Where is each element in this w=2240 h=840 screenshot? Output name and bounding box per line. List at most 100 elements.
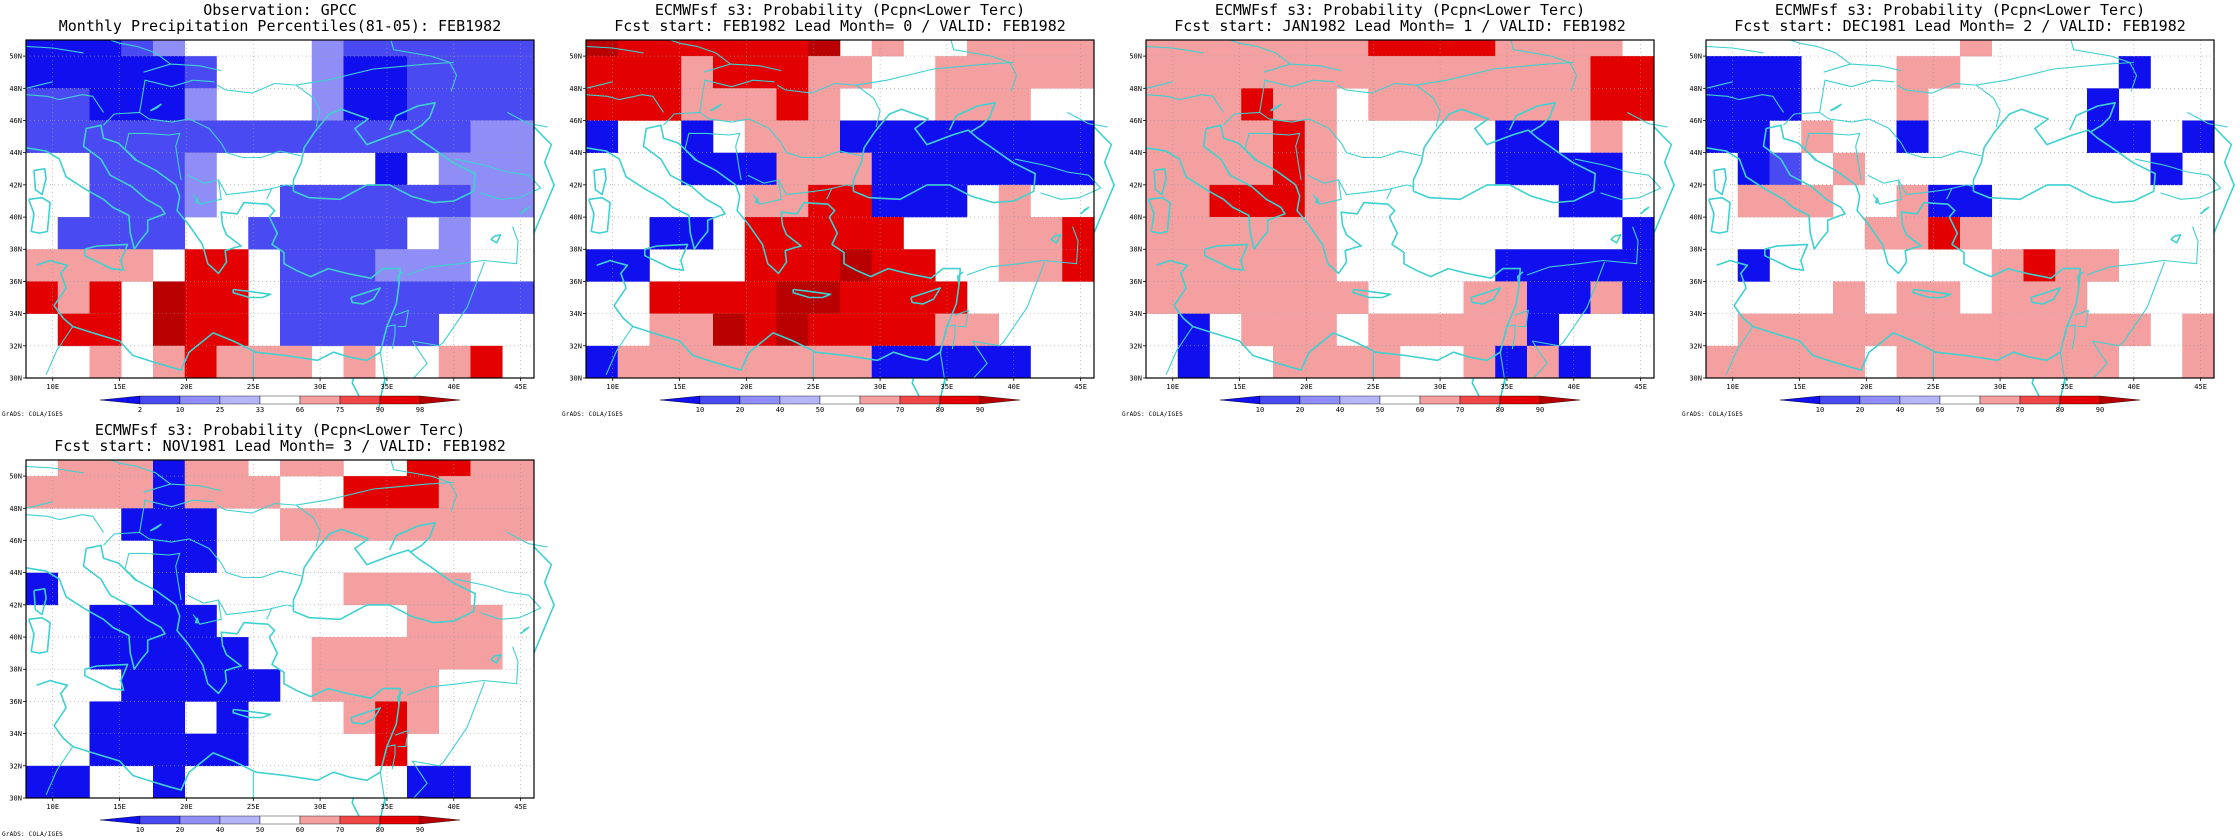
grid-cell [1336, 281, 1369, 314]
colorbar-label: 10 [176, 406, 184, 414]
grid-cell [871, 217, 904, 250]
grid-cell [375, 249, 408, 282]
x-tick-label: 40E [1007, 383, 1020, 391]
colorbar-label: 20 [1856, 406, 1864, 414]
grid-cell [153, 184, 186, 218]
grid-cell [1304, 88, 1337, 121]
grid-cell [840, 249, 873, 282]
colorbar-label: 70 [2016, 406, 2024, 414]
country-borders [25, 459, 548, 807]
grid-cell [1209, 40, 1242, 57]
y-tick-label: 30N [569, 375, 582, 383]
grid-cell [280, 281, 313, 314]
grid-cell [502, 476, 535, 509]
grid-cell [1801, 345, 1834, 379]
colorbar-label: 10 [696, 406, 704, 414]
grid-cell [184, 637, 217, 670]
grid-cell [1495, 249, 1528, 282]
x-tick-label: 30E [874, 383, 887, 391]
grid-cell [343, 184, 376, 218]
gridlines [1146, 40, 1654, 378]
grid-cell [375, 152, 408, 186]
map-plot: 10E 15E 20E 25E 30E 35E 40E 45E 30N 32N 34N 36N 38N 4… [9, 459, 555, 834]
y-tick-label: 50N [9, 473, 22, 481]
grid-cell [1400, 313, 1433, 347]
colorbar-label: 80 [376, 826, 384, 834]
y-tick-label: 38N [9, 246, 22, 254]
colorbar-label: 70 [1456, 406, 1464, 414]
colorbar-label: 20 [736, 406, 744, 414]
grid-cell [2023, 281, 2056, 314]
grid-cell [903, 313, 936, 347]
colorbar-label: 20 [1296, 406, 1304, 414]
y-tick-label: 44N [9, 569, 22, 577]
grid-cell [311, 313, 344, 347]
grid-cell [744, 56, 777, 89]
grid-cell [1737, 56, 1770, 89]
grid-cell [1622, 56, 1655, 89]
grads-credit: GrADS: COLA/IGES [2, 831, 63, 838]
grid-cell [502, 460, 535, 477]
grid-cell [57, 88, 90, 121]
grid-cell [1209, 152, 1242, 186]
grid-cell [470, 281, 503, 314]
grid-cell [1558, 281, 1591, 314]
grid-cell [26, 476, 59, 509]
y-tick-label: 30N [1129, 375, 1142, 383]
grid-cell [1527, 152, 1560, 186]
grid-cell [184, 56, 217, 89]
panel-title: ECMWFsf s3: Probability (Pcpn<Lower Terc… [654, 1, 1026, 19]
grid-cell [1431, 313, 1464, 347]
panel-title: ECMWFsf s3: Probability (Pcpn<Lower Terc… [1774, 1, 2146, 19]
grid-cell [1896, 120, 1929, 153]
grid-cell [216, 281, 249, 314]
grid-cell [776, 56, 809, 89]
grid-cell [586, 40, 619, 57]
grid-cell [1960, 184, 1993, 218]
grid-cell [1590, 40, 1623, 57]
grid-cell [744, 152, 777, 186]
grid-cell [713, 88, 746, 121]
grid-cell [153, 281, 186, 314]
map-plot: 10E 15E 20E 25E 30E 35E 40E 45E 30N 32N 34N 36N 38N 4… [9, 39, 555, 414]
grid-cell [617, 88, 650, 121]
grid-cell [713, 281, 746, 314]
grid-cell [407, 313, 440, 347]
grid-cell [1146, 249, 1179, 282]
grid-cell [2182, 345, 2215, 379]
y-tick-label: 42N [1689, 181, 1702, 189]
grid-cell [184, 508, 217, 541]
grid-cell [1928, 217, 1961, 250]
grid-cell [1304, 152, 1337, 186]
grid-cell [903, 345, 936, 379]
grid-cell [121, 152, 154, 186]
y-tick-label: 32N [569, 342, 582, 350]
grid-cell [470, 56, 503, 89]
gridlines [1706, 40, 2214, 378]
grid-cell [1030, 40, 1063, 57]
grid-cell [280, 460, 313, 477]
grid-cell [649, 56, 682, 89]
grid-cell [1622, 281, 1655, 314]
colorbar-label: 66 [296, 406, 304, 414]
grid-cell [1769, 313, 1802, 347]
grid-cell [375, 313, 408, 347]
grid-cell [470, 345, 503, 379]
x-tick-label: 20E [180, 803, 193, 811]
grid-cell [871, 152, 904, 186]
grid-cell [89, 476, 122, 509]
x-tick-label: 40E [1567, 383, 1580, 391]
grid-cell [1590, 184, 1623, 218]
plot-frame [1705, 39, 2215, 379]
grid-cell [184, 88, 217, 121]
y-tick-label: 48N [569, 85, 582, 93]
grid-cell [1769, 88, 1802, 121]
grid-cell [1527, 313, 1560, 347]
grid-cell [470, 88, 503, 121]
grid-cell [153, 637, 186, 670]
y-tick-label: 50N [1129, 53, 1142, 61]
grid-cell [1463, 40, 1496, 57]
grid-cell [438, 88, 471, 121]
grid-cell [998, 217, 1031, 250]
colorbar-label: 90 [1536, 406, 1544, 414]
